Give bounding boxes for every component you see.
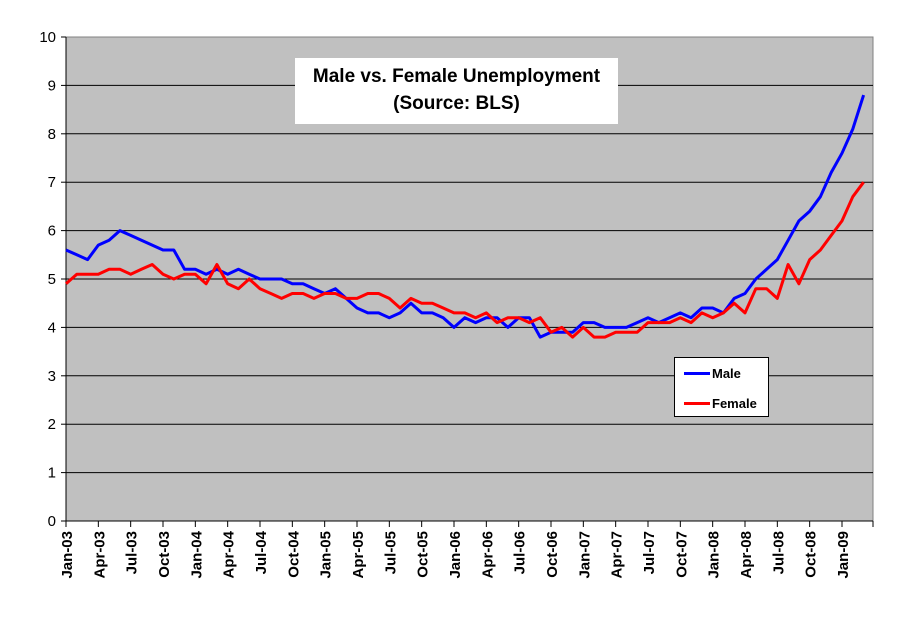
y-tick-label: 0 xyxy=(48,513,56,530)
x-tick-label: Apr-05 xyxy=(350,531,367,579)
y-tick-label: 1 xyxy=(48,465,56,482)
y-tick-label: 4 xyxy=(48,319,56,336)
x-tick-label: Oct-08 xyxy=(803,531,820,578)
y-tick-label: 10 xyxy=(39,29,56,46)
y-tick-label: 2 xyxy=(48,416,56,433)
x-tick-label: Jan-07 xyxy=(576,531,593,579)
legend-label-female: Female xyxy=(712,395,757,411)
x-tick-label: Apr-07 xyxy=(609,531,626,579)
series-lines xyxy=(65,94,866,339)
x-tick-label: Jul-03 xyxy=(124,531,141,574)
x-tick-label: Jul-06 xyxy=(512,531,529,574)
legend-item-male: Male xyxy=(684,365,741,381)
x-tick-label: Oct-05 xyxy=(415,531,432,578)
x-tick-label: Oct-03 xyxy=(156,531,173,578)
legend-swatch-female xyxy=(684,401,710,405)
x-tick-label: Jan-05 xyxy=(318,531,335,579)
y-tick-label: 5 xyxy=(48,271,56,288)
y-tick-label: 3 xyxy=(48,368,56,385)
legend: Male Female xyxy=(674,357,769,417)
x-tick-label: Jul-07 xyxy=(641,531,658,574)
series-line-male xyxy=(65,94,866,339)
chart-title-line1: Male vs. Female Unemployment xyxy=(312,66,601,87)
x-tick-label: Jan-03 xyxy=(59,531,76,579)
x-tick-label: Apr-06 xyxy=(479,531,496,579)
x-tick-label: Jul-08 xyxy=(770,531,787,574)
x-axis: Jan-03 Apr-03 Jul-03 Oct-03 Jan-04 Apr-04 Jul-… xyxy=(59,520,874,579)
x-tick-label: Apr-03 xyxy=(91,531,108,579)
legend-label-male: Male xyxy=(712,365,741,381)
x-tick-label: Jul-05 xyxy=(382,531,399,574)
x-tick-label: Jan-04 xyxy=(188,530,205,578)
x-tick-label: Jan-06 xyxy=(447,531,464,579)
chart-title-line2: (Source: BLS) xyxy=(393,93,520,114)
x-tick-label: Apr-04 xyxy=(221,530,238,578)
x-tick-label: Jan-09 xyxy=(835,531,852,579)
x-tick-label: Jul-04 xyxy=(253,530,270,574)
x-tick-label: Jan-08 xyxy=(706,531,723,579)
series-line-female xyxy=(65,181,865,339)
x-tick-label: Apr-08 xyxy=(738,531,755,579)
y-tick-label: 8 xyxy=(48,126,56,143)
x-tick-label: Oct-07 xyxy=(673,531,690,578)
y-tick-label: 7 xyxy=(48,174,56,191)
x-tick-label: Oct-04 xyxy=(285,530,302,577)
y-tick-label: 9 xyxy=(48,77,56,94)
legend-swatch-male xyxy=(684,371,710,375)
x-tick-label: Oct-06 xyxy=(544,531,561,578)
legend-item-female: Female xyxy=(684,395,757,411)
chart-title: Male vs. Female Unemployment (Source: BL… xyxy=(295,58,618,124)
y-axis: 0 1 2 3 4 5 6 7 8 9 10 xyxy=(39,29,67,530)
y-tick-label: 6 xyxy=(48,223,56,240)
